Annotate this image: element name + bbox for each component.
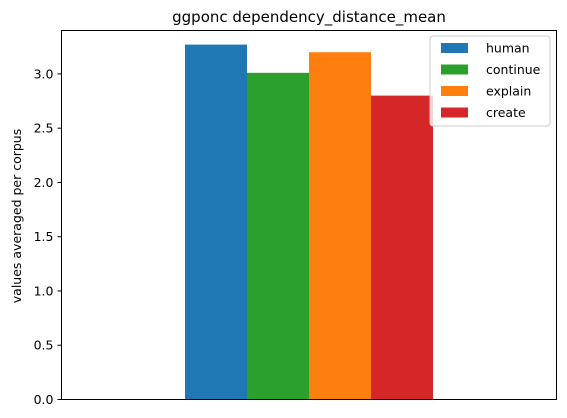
y-tick-label: 1.5 xyxy=(34,229,54,244)
y-tick-label: 2.5 xyxy=(34,121,54,136)
legend-label-human: human xyxy=(486,41,530,56)
y-tick-label: 0.0 xyxy=(34,392,54,407)
bar-explain xyxy=(309,52,371,400)
chart-title: ggponc dependency_distance_mean xyxy=(172,8,446,27)
plot-frame xyxy=(61,30,557,400)
legend: human continue explain create xyxy=(429,35,551,127)
legend-swatch-explain xyxy=(441,86,468,96)
y-axis: 0.0 0.5 1.0 1.5 2.0 2.5 3.0 xyxy=(34,66,62,407)
legend-swatch-human xyxy=(441,43,468,53)
legend-box xyxy=(429,35,551,127)
legend-swatch-create xyxy=(441,107,468,118)
y-tick-label: 2.0 xyxy=(34,175,54,190)
bar-human xyxy=(185,44,247,400)
legend-label-continue: continue xyxy=(486,62,541,77)
legend-swatch-continue xyxy=(441,64,468,75)
bars-group xyxy=(185,44,433,400)
y-tick-label: 1.0 xyxy=(34,283,54,298)
bar-create xyxy=(371,95,433,400)
legend-label-explain: explain xyxy=(486,84,531,99)
y-tick-label: 0.5 xyxy=(34,338,54,353)
legend-label-create: create xyxy=(486,105,526,120)
bar-continue xyxy=(247,72,309,400)
y-tick-label: 3.0 xyxy=(34,66,54,81)
y-axis-label: values averaged per corpus xyxy=(9,129,24,303)
